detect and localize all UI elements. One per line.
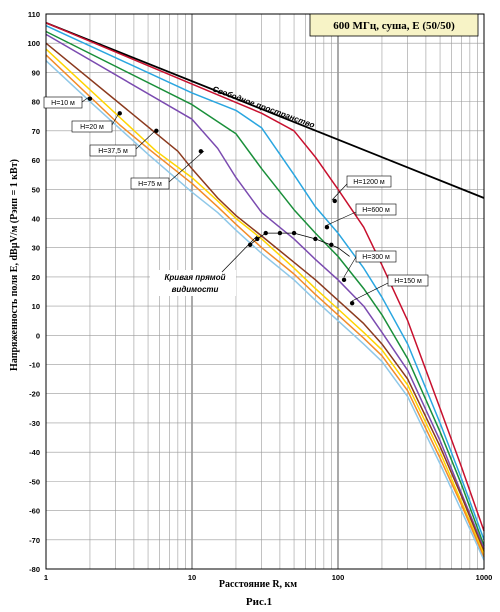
marker-group xyxy=(87,96,355,306)
y-tick-label: 30 xyxy=(32,244,40,253)
data-marker xyxy=(198,149,204,154)
x-tick-label: 10 xyxy=(188,573,196,582)
svg-text:H=150 м: H=150 м xyxy=(394,278,422,285)
height-label-h300: H=300 м xyxy=(343,250,397,278)
data-marker xyxy=(332,198,337,204)
series-line-h20 xyxy=(45,54,485,558)
series-line-h300 xyxy=(45,30,485,546)
height-label-h20: H=20 м xyxy=(71,112,120,133)
y-tick-label: 10 xyxy=(32,302,40,311)
y-tick-label: 90 xyxy=(32,68,40,77)
y-tick-label: -40 xyxy=(29,448,40,457)
height-label-h75: H=75 м xyxy=(130,150,205,190)
y-tick-label: -20 xyxy=(29,390,40,399)
chart-title: 600 МГц, суша, E (50/50) xyxy=(333,20,455,32)
data-marker xyxy=(87,96,93,101)
svg-text:H=10 м: H=10 м xyxy=(51,100,75,107)
height-label-h150: H=150 м xyxy=(351,274,429,302)
data-marker xyxy=(247,242,253,247)
y-tick-label: -70 xyxy=(29,536,40,545)
series-line-free xyxy=(45,21,485,199)
svg-text:H=75 м: H=75 м xyxy=(138,181,162,188)
los-leader xyxy=(221,235,258,273)
y-tick-label: 70 xyxy=(32,127,40,136)
y-tick-label: 0 xyxy=(36,331,40,340)
data-marker xyxy=(277,230,283,236)
los-label-box xyxy=(150,270,236,296)
data-marker xyxy=(349,300,355,306)
series-line-h600 xyxy=(45,25,485,541)
series-line-h10 xyxy=(45,60,485,561)
y-tick-label: -80 xyxy=(29,565,40,574)
y-tick-label: -50 xyxy=(29,477,40,486)
svg-text:H=20 м: H=20 м xyxy=(80,124,104,131)
data-marker xyxy=(313,236,318,242)
y-tick-label: -60 xyxy=(29,507,40,516)
series-line-h75 xyxy=(45,42,485,552)
series-line-h37 xyxy=(45,48,485,555)
height-label-h37: H=37,5 м xyxy=(89,129,157,157)
x-tick-label: 1000 xyxy=(476,573,493,582)
plot-area xyxy=(46,14,484,569)
los-label-line2: видимости xyxy=(172,285,219,294)
plot-frame xyxy=(45,13,485,570)
y-tick-label: -10 xyxy=(29,361,40,370)
figure-caption: Рис.1 xyxy=(246,596,272,608)
y-axis-label: Напряженность поля E, dBµV/м (Pэип = 1 к… xyxy=(9,159,20,371)
data-marker xyxy=(263,230,268,236)
data-marker xyxy=(341,277,347,283)
tick-labels: 1101009080706050403020100-10-20-30-40-50… xyxy=(27,10,492,582)
height-label-h600: H=600 м xyxy=(324,203,397,227)
data-marker xyxy=(255,236,260,242)
data-marker xyxy=(291,230,297,236)
y-tick-label: 80 xyxy=(32,98,40,107)
y-tick-label: 50 xyxy=(32,185,40,194)
svg-text:H=600 м: H=600 м xyxy=(362,207,390,214)
data-marker xyxy=(329,242,334,247)
y-tick-label: 60 xyxy=(32,156,40,165)
height-label-h1200: H=1200 м xyxy=(331,175,392,201)
data-marker xyxy=(324,225,330,230)
y-tick-label: 40 xyxy=(32,214,40,223)
data-marker xyxy=(117,111,122,116)
los-label-line1: Кривая прямой xyxy=(165,273,226,282)
height-label-h10: H=10 м xyxy=(43,96,90,109)
svg-text:H=1200 м: H=1200 м xyxy=(353,179,385,186)
y-tick-label: -30 xyxy=(29,419,40,428)
y-tick-label: 20 xyxy=(32,273,40,282)
series-line-h150 xyxy=(45,33,485,549)
x-tick-label: 100 xyxy=(332,573,345,582)
svg-text:H=300 м: H=300 м xyxy=(362,254,390,261)
svg-text:H=37,5 м: H=37,5 м xyxy=(98,148,128,155)
series-line-h1200 xyxy=(45,22,485,532)
x-tick-label: 1 xyxy=(44,573,48,582)
x-axis-label: Расстояние R, км xyxy=(219,579,297,590)
y-tick-label: 110 xyxy=(28,10,40,19)
title-box xyxy=(309,13,479,37)
series-group xyxy=(45,21,485,561)
y-tick-label: 100 xyxy=(27,39,40,48)
data-marker xyxy=(154,128,159,134)
